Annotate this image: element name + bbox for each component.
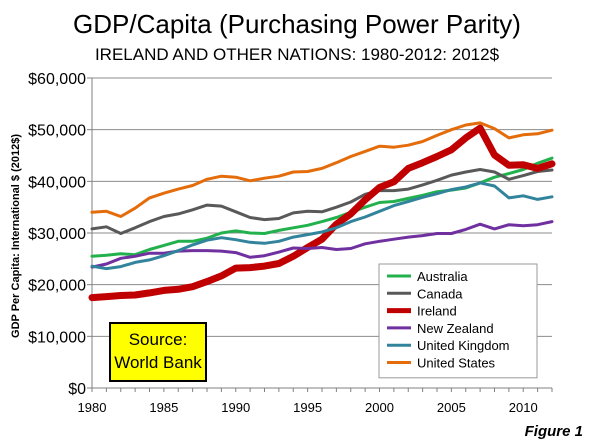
y-tick-label: $10,000 bbox=[28, 329, 86, 346]
figure-label: Figure 1 bbox=[525, 423, 583, 440]
y-tick-label: $20,000 bbox=[28, 278, 86, 295]
source-box-line: World Bank bbox=[114, 353, 202, 372]
y-tick-label: $0 bbox=[68, 381, 86, 398]
legend-entry: Ireland bbox=[417, 304, 457, 319]
y-tick-label: $50,000 bbox=[28, 123, 86, 140]
data-series bbox=[88, 121, 556, 302]
legend-entry: United States bbox=[417, 356, 496, 371]
chart-title: GDP/Capita (Purchasing Power Parity) bbox=[73, 9, 521, 39]
legend-entry: Canada bbox=[417, 286, 463, 301]
x-tick-label: 1995 bbox=[293, 400, 322, 415]
y-axis-label: GDP Per Capita: International $ (2012$) bbox=[10, 134, 22, 338]
legend-entry: Australia bbox=[417, 269, 468, 284]
legend-entry: New Zealand bbox=[417, 321, 494, 336]
legend-box bbox=[378, 263, 538, 379]
source-box: Source: World Bank bbox=[109, 322, 207, 382]
series-line-new-zealand bbox=[90, 220, 554, 269]
x-tick-label: 2000 bbox=[365, 400, 394, 415]
y-tick-label: $40,000 bbox=[28, 174, 86, 191]
series-line-ireland bbox=[88, 124, 556, 302]
source-box-rect bbox=[109, 322, 207, 382]
source-box-line: Source: bbox=[129, 330, 188, 349]
series-line-canada bbox=[90, 168, 554, 235]
x-tick-label: 2005 bbox=[437, 400, 466, 415]
series-line-united-states bbox=[90, 121, 554, 218]
x-tick-label: 1980 bbox=[78, 400, 107, 415]
y-tick-label: $30,000 bbox=[28, 226, 86, 243]
series-line-united-kingdom bbox=[90, 181, 554, 271]
x-tick-label: 2010 bbox=[509, 400, 538, 415]
x-tick-label: 1985 bbox=[149, 400, 178, 415]
legend: Australia Canada Ireland New Zealand United … bbox=[378, 263, 538, 379]
chart-subtitle: IRELAND AND OTHER NATIONS: 1980-2012: 20… bbox=[95, 45, 500, 64]
x-tick-label: 1990 bbox=[221, 400, 250, 415]
axes: $0 $10,000 $20,000 $30,000 $40,000 $50,000 $60… bbox=[28, 71, 553, 415]
legend-entry: United Kingdom bbox=[417, 338, 510, 353]
y-tick-label: $60,000 bbox=[28, 71, 86, 88]
